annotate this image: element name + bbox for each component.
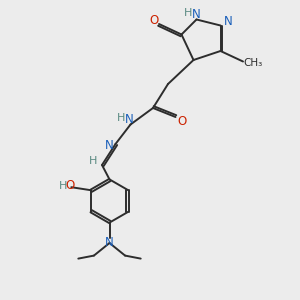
Text: N: N bbox=[104, 139, 113, 152]
Text: CH₃: CH₃ bbox=[243, 58, 262, 68]
Text: O: O bbox=[65, 179, 74, 192]
Text: N: N bbox=[224, 15, 232, 28]
Text: N: N bbox=[192, 8, 201, 21]
Text: N: N bbox=[124, 112, 134, 126]
Text: O: O bbox=[149, 14, 158, 27]
Text: H: H bbox=[59, 181, 67, 191]
Text: O: O bbox=[178, 115, 187, 128]
Text: H: H bbox=[117, 113, 125, 123]
Text: H: H bbox=[184, 8, 192, 18]
Text: H: H bbox=[89, 156, 97, 167]
Text: N: N bbox=[105, 236, 114, 250]
